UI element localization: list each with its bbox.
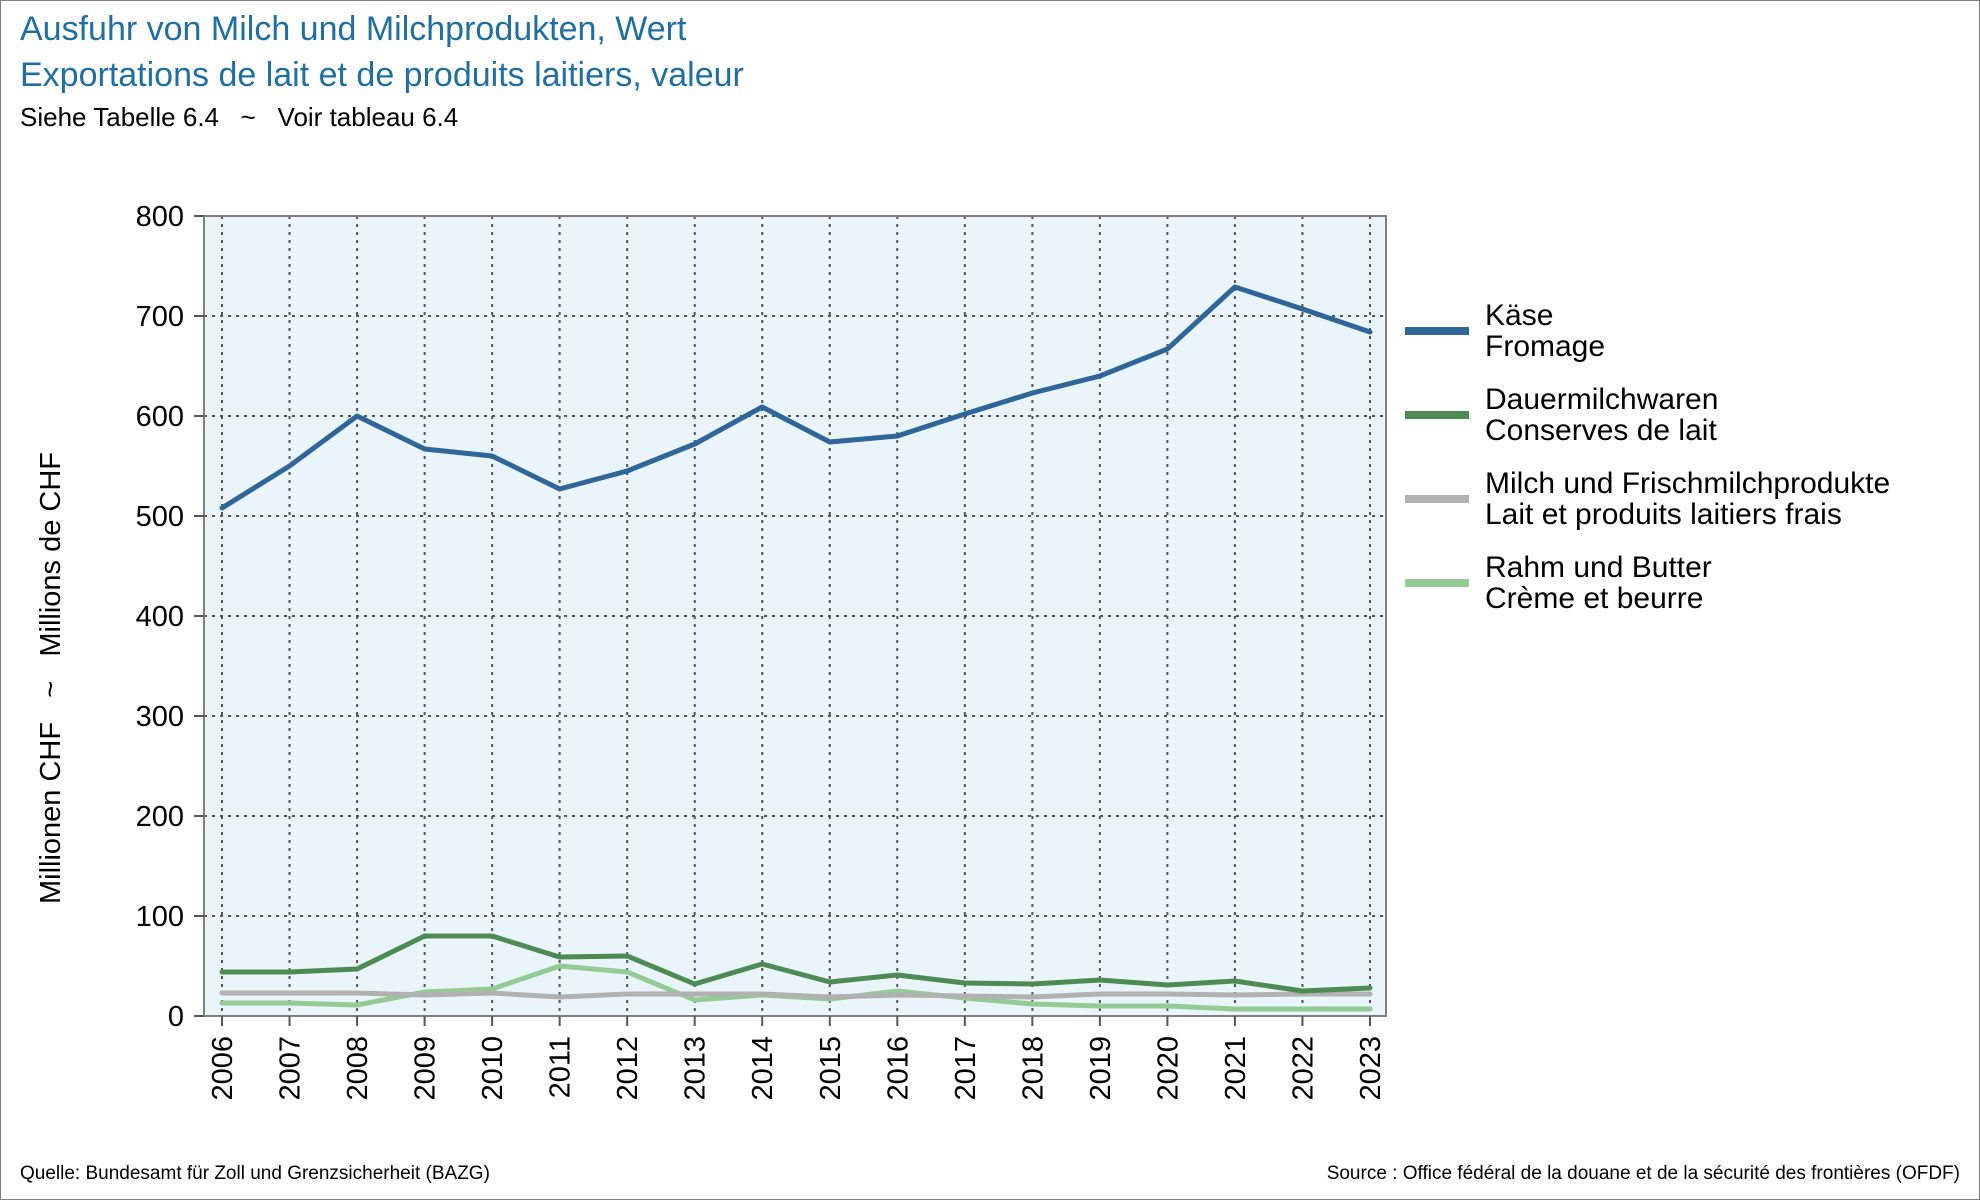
series-line-dauermilchwaren [219,933,1373,994]
x-tick-label-2009: 2009 [410,1036,442,1101]
x-tick-label-2010: 2010 [477,1036,509,1101]
legend-item-rahm: Rahm und Butter Crème et beurre [1405,552,1965,636]
series-line-milch [219,990,1373,1000]
x-tick-label-2006: 2006 [207,1036,239,1101]
legend-item-milch: Milch und Frischmilchprodukte Lait et pr… [1405,468,1965,552]
y-tick-label-700: 700 [136,301,184,333]
x-tick-label-2018: 2018 [1017,1036,1049,1101]
series-line-kaese [219,284,1373,511]
x-tick-label-2011: 2011 [545,1036,577,1098]
legend-swatch-rahm [1405,579,1469,587]
y-tick-label-100: 100 [136,901,184,933]
legend-label-fromage: Fromage [1485,330,1606,363]
x-tick-label-2021: 2021 [1220,1036,1252,1101]
legend-label-milch: Milch und Frischmilchprodukte [1485,467,1891,500]
x-tick-label-2023: 2023 [1355,1036,1387,1101]
x-tick-label-2020: 2020 [1152,1036,1184,1101]
x-tick-label-2017: 2017 [950,1036,982,1101]
legend-item-dauermilchwaren: Dauermilchwaren Conserves de lait [1405,384,1965,468]
legend-swatch-kaese [1405,327,1469,335]
y-tick-label-200: 200 [136,801,184,833]
y-tick-label-600: 600 [136,401,184,433]
legend-label-kaese: Käse [1485,299,1554,332]
legend-label-lait: Lait et produits laitiers frais [1485,498,1842,531]
y-tick-label-400: 400 [136,601,184,633]
x-tick-label-2013: 2013 [680,1036,712,1101]
source-note-de: Quelle: Bundesamt für Zoll und Grenzsich… [20,1163,490,1184]
chart-subtitle: Exportations de lait et de produits lait… [20,56,744,94]
x-tick-label-2014: 2014 [747,1036,779,1101]
legend-label-conserves: Conserves de lait [1485,414,1717,447]
table-reference: Siehe Tabelle 6.4 ~ Voir tableau 6.4 [20,102,459,132]
y-tick-label-800: 800 [136,201,184,233]
source-note-fr: Source : Office fédéral de la douane et … [1326,1163,1960,1184]
legend: Käse Fromage Dauermilchwaren Conserves d… [1405,300,1965,636]
x-tick-label-2016: 2016 [882,1036,914,1101]
y-axis-title: Millionen CHF ~ Millions de CHF [35,452,67,904]
y-tick-label-300: 300 [136,701,184,733]
x-tick-label-2008: 2008 [342,1036,374,1101]
legend-swatch-dauermilchwaren [1405,411,1469,419]
y-tick-label-500: 500 [136,501,184,533]
x-tick-label-2022: 2022 [1287,1036,1319,1101]
x-tick-label-2019: 2019 [1085,1036,1117,1101]
legend-swatch-milch [1405,495,1469,503]
legend-label-rahm: Rahm und Butter [1485,551,1712,584]
legend-item-kaese: Käse Fromage [1405,300,1965,384]
legend-label-creme: Crème et beurre [1485,582,1704,615]
chart-title: Ausfuhr von Milch und Milchprodukten, We… [20,10,687,48]
x-tick-label-2012: 2012 [612,1036,644,1101]
legend-label-dauermilchwaren: Dauermilchwaren [1485,383,1719,416]
y-tick-label-0: 0 [168,1001,184,1033]
x-tick-label-2007: 2007 [275,1036,307,1101]
x-tick-label-2015: 2015 [815,1036,847,1101]
